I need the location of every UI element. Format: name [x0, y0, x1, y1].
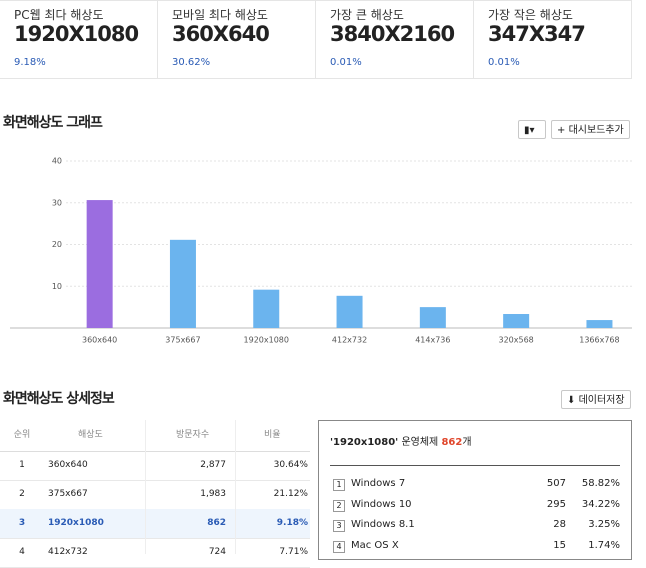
x-tick-label: 1920x1080	[244, 336, 289, 345]
table-row: 2 375x667 1,983 21.12%	[0, 480, 310, 510]
table-row: 4 412x732 724 7.71%	[0, 538, 310, 568]
os-count: 15	[553, 539, 566, 551]
card-label: 가장 큰 해상도	[330, 8, 404, 22]
card-label: 가장 작은 해상도	[488, 8, 573, 22]
y-tick-label: 40	[52, 157, 62, 166]
os-row: 4 Mac OS X 15 1.74%	[330, 536, 620, 556]
card-label: PC웹 최다 해상도	[14, 8, 104, 22]
rank-cell: 4	[19, 547, 25, 557]
bar	[86, 200, 113, 328]
visitors-cell: 724	[208, 547, 226, 557]
y-tick-label: 10	[52, 282, 62, 291]
button-label: 데이터저장	[578, 395, 625, 406]
resolution-cell: 1920x1080	[48, 518, 104, 528]
os-ratio: 34.22%	[581, 498, 620, 510]
divider	[330, 465, 620, 466]
rank-cell: 3	[18, 518, 26, 528]
os-rank: 3	[333, 520, 345, 532]
bar	[169, 239, 196, 328]
section-title: 화면해상도 그래프	[3, 115, 103, 131]
section-title: 화면해상도 상세정보	[3, 391, 115, 407]
card-value: 3840X2160	[330, 22, 455, 46]
visitors-cell: 1,983	[200, 489, 226, 499]
os-rank: 4	[333, 540, 345, 553]
bar	[503, 314, 530, 328]
chart: 10 20 30 40 360x640 375x667 1920x1080 412x732 41…	[10, 157, 632, 345]
page: {"cards":[{"label":"PC웹 최다 해상도","value":…	[0, 0, 632, 568]
header-cell: 방문자수	[176, 430, 210, 440]
card-percent: 0.01%	[330, 57, 362, 68]
os-row: 3 Windows 8.1 28 3.25%	[330, 515, 620, 535]
os-title-name: '1920x1080'	[330, 437, 399, 448]
x-tick-label: 1366x768	[579, 336, 619, 345]
rank-cell: 1	[19, 460, 25, 470]
x-tick-label: 414x736	[415, 336, 450, 345]
stat-card: 모바일 최다 해상도 360X640 30.62%	[158, 0, 316, 79]
stat-card: 가장 작은 해상도 347X347 0.01%	[474, 0, 632, 79]
resolution-cell: 360x640	[48, 460, 88, 470]
card-percent: 9.18%	[14, 57, 46, 68]
x-tick-label: 375x667	[165, 336, 200, 345]
os-name: Mac OS X	[351, 539, 399, 551]
os-row: 1 Windows 7 507 58.82%	[330, 474, 620, 494]
os-ratio: 58.82%	[581, 478, 620, 489]
ratio-cell: 30.64%	[273, 460, 308, 470]
os-row: 2 Windows 10 295 34.22%	[330, 495, 620, 515]
os-count: 507	[546, 478, 566, 489]
header-cell: 해상도	[78, 430, 103, 440]
x-tick-label: 320x568	[499, 336, 534, 345]
card-percent: 0.01%	[488, 57, 520, 68]
ratio-cell: 7.71%	[279, 547, 308, 557]
bar	[253, 289, 280, 328]
ratio-cell: 9.18%	[276, 518, 308, 528]
column-divider	[235, 420, 236, 554]
bar	[419, 307, 446, 328]
y-tick-label: 20	[52, 240, 62, 249]
dashboard-button[interactable]: + 대시보드추가	[551, 120, 630, 139]
y-tick-label: 30	[52, 198, 62, 207]
card-label: 모바일 최다 해상도	[172, 8, 268, 22]
detail-table: 순위 해상도 방문자수 비율 1 360x640 2,877 30.64% 2 375x667 1,…	[0, 420, 310, 568]
x-tick-label: 412x732	[332, 336, 367, 345]
os-title-text: 운영체제	[401, 437, 439, 448]
os-name: Windows 8.1	[351, 519, 415, 530]
bar	[336, 295, 363, 328]
button-label: 대시보드추가	[568, 125, 624, 136]
card-value: 360X640	[172, 22, 270, 46]
resolution-cell: 375x667	[48, 489, 88, 499]
os-name: Windows 7	[351, 478, 406, 489]
rank-cell: 2	[19, 489, 25, 499]
table-header: 순위 해상도 방문자수 비율	[0, 420, 310, 452]
os-rank: 1	[333, 479, 345, 491]
resolution-cell: 412x732	[48, 547, 88, 557]
card-value: 347X347	[488, 22, 586, 46]
column-divider	[145, 420, 146, 554]
header-cell: 순위	[13, 430, 31, 440]
x-tick-label: 360x640	[82, 336, 117, 345]
card-value: 1920X1080	[14, 22, 139, 46]
os-rank: 2	[333, 499, 345, 512]
header-cell: 비율	[264, 430, 281, 440]
os-name: Windows 10	[351, 498, 412, 510]
os-ratio: 3.25%	[588, 519, 620, 530]
os-count: 295	[546, 498, 566, 510]
os-count-unit: 개	[462, 437, 472, 448]
stat-card: PC웹 최다 해상도 1920X1080 9.18%	[0, 0, 158, 79]
stat-card: 가장 큰 해상도 3840X2160 0.01%	[316, 0, 474, 79]
save-button[interactable]: ⬇ 데이터저장	[561, 390, 631, 409]
chart-type-button[interactable]: ▮▾	[518, 120, 546, 139]
os-ratio: 1.74%	[588, 539, 620, 551]
os-count: 862	[441, 437, 463, 448]
ratio-cell: 21.12%	[273, 489, 308, 499]
os-count: 28	[553, 519, 566, 530]
visitors-cell: 862	[207, 518, 226, 528]
os-title: '1920x1080' 운영체제 862개	[330, 433, 472, 448]
table-row: 3 1920x1080 862 9.18%	[0, 509, 310, 539]
card-percent: 30.62%	[172, 57, 211, 68]
bar	[586, 320, 613, 328]
visitors-cell: 2,877	[200, 460, 226, 470]
table-row: 1 360x640 2,877 30.64%	[0, 451, 310, 481]
